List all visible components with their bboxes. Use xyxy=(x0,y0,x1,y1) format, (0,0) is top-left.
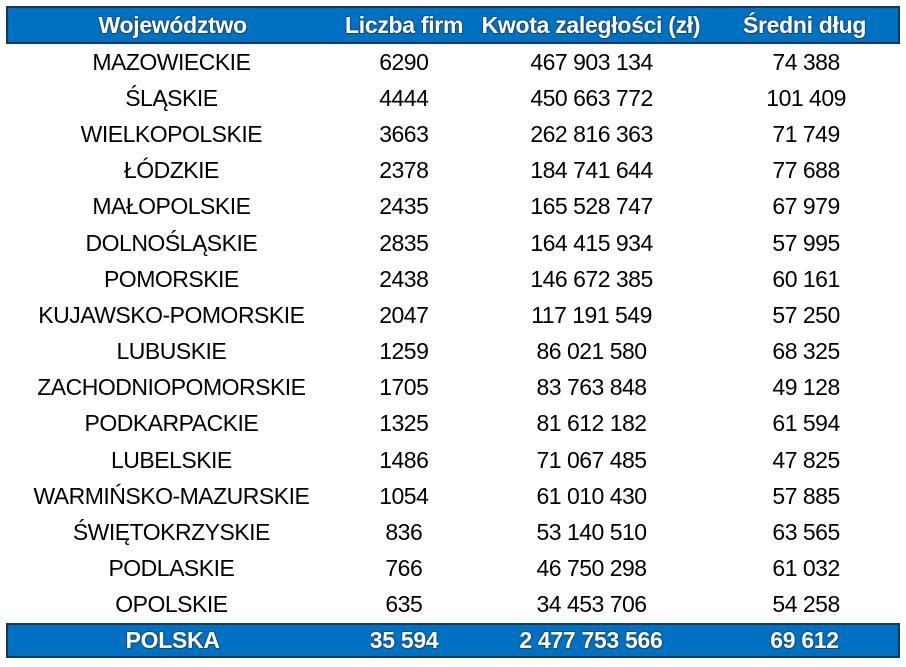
table-row: ŚLĄSKIE 4444 450 663 772 101 409 xyxy=(6,80,900,116)
cell-wojewodztwo: ŁÓDZKIE xyxy=(123,157,219,184)
cell-wojewodztwo: LUBELSKIE xyxy=(110,446,232,473)
cell-liczba-firm: 2438 xyxy=(379,265,429,292)
table-header-row: Województwo Liczba firm Kwota zaległości… xyxy=(6,6,900,44)
cell-liczba-firm: 1705 xyxy=(379,374,429,401)
cell-kwota-zaleglosci: 164 415 934 xyxy=(530,229,653,256)
cell-wojewodztwo: MAZOWIECKIE xyxy=(92,48,251,75)
total-label: POLSKA xyxy=(125,627,220,653)
cell-kwota-zaleglosci: 184 741 644 xyxy=(530,157,653,184)
cell-kwota-zaleglosci: 262 816 363 xyxy=(530,120,653,147)
cell-kwota-zaleglosci: 450 663 772 xyxy=(530,84,653,111)
total-kwota-zaleglosci: 2 477 753 566 xyxy=(519,627,663,653)
table-row: LUBELSKIE 1486 71 067 485 47 825 xyxy=(6,442,900,478)
cell-kwota-zaleglosci: 46 750 298 xyxy=(536,555,647,582)
table-row: ZACHODNIOPOMORSKIE 1705 83 763 848 49 12… xyxy=(6,370,900,406)
table-row: POMORSKIE 2438 146 672 385 60 161 xyxy=(6,261,900,297)
cell-sredni-dlug: 47 825 xyxy=(772,446,840,473)
cell-wojewodztwo: PODKARPACKIE xyxy=(84,410,259,437)
table-row: PODKARPACKIE 1325 81 612 182 61 594 xyxy=(6,406,900,442)
cell-liczba-firm: 4444 xyxy=(379,84,429,111)
cell-liczba-firm: 1325 xyxy=(379,410,429,437)
cell-wojewodztwo: ŚLĄSKIE xyxy=(125,84,218,111)
table-row: MAŁOPOLSKIE 2435 165 528 747 67 979 xyxy=(6,189,900,225)
cell-kwota-zaleglosci: 71 067 485 xyxy=(536,446,647,473)
cell-sredni-dlug: 57 995 xyxy=(772,229,840,256)
table-row: PODLASKIE 766 46 750 298 61 032 xyxy=(6,551,900,587)
cell-kwota-zaleglosci: 467 903 134 xyxy=(530,48,653,75)
cell-kwota-zaleglosci: 117 191 549 xyxy=(531,301,652,328)
cell-sredni-dlug: 61 032 xyxy=(772,555,840,582)
cell-liczba-firm: 836 xyxy=(385,519,423,546)
cell-wojewodztwo: ZACHODNIOPOMORSKIE xyxy=(37,374,306,401)
cell-wojewodztwo: PODLASKIE xyxy=(108,555,235,582)
total-sredni-dlug: 69 612 xyxy=(770,627,839,653)
cell-sredni-dlug: 77 688 xyxy=(772,157,840,184)
cell-wojewodztwo: ŚWIĘTOKRZYSKIE xyxy=(72,519,271,546)
cell-kwota-zaleglosci: 86 021 580 xyxy=(536,338,647,365)
table-row: OPOLSKIE 635 34 453 706 54 258 xyxy=(6,587,900,623)
cell-kwota-zaleglosci: 53 140 510 xyxy=(536,519,647,546)
cell-liczba-firm: 635 xyxy=(385,591,423,618)
cell-wojewodztwo: WARMIŃSKO-MAZURSKIE xyxy=(33,482,310,509)
cell-sredni-dlug: 57 250 xyxy=(772,301,840,328)
cell-liczba-firm: 2835 xyxy=(379,229,429,256)
cell-sredni-dlug: 54 258 xyxy=(772,591,840,618)
column-header-liczba-firm: Liczba firm xyxy=(344,11,464,38)
cell-liczba-firm: 1486 xyxy=(379,446,429,473)
cell-sredni-dlug: 49 128 xyxy=(772,374,840,401)
table-row: ŁÓDZKIE 2378 184 741 644 77 688 xyxy=(6,153,900,189)
cell-liczba-firm: 2435 xyxy=(379,193,429,220)
cell-liczba-firm: 1259 xyxy=(379,338,429,365)
voivodeship-debt-table: Województwo Liczba firm Kwota zaległości… xyxy=(6,6,900,658)
cell-sredni-dlug: 63 565 xyxy=(772,519,840,546)
cell-kwota-zaleglosci: 61 010 430 xyxy=(536,482,647,509)
table-row: KUJAWSKO-POMORSKIE 2047 117 191 549 57 2… xyxy=(6,297,900,333)
cell-liczba-firm: 6290 xyxy=(379,48,429,75)
cell-sredni-dlug: 68 325 xyxy=(772,338,840,365)
table-row: WARMIŃSKO-MAZURSKIE 1054 61 010 430 57 8… xyxy=(6,478,900,514)
table-row: LUBUSKIE 1259 86 021 580 68 325 xyxy=(6,334,900,370)
column-header-sredni-dlug: Średni dług xyxy=(742,11,867,38)
cell-wojewodztwo: DOLNOŚLĄSKIE xyxy=(85,229,258,256)
cell-liczba-firm: 2047 xyxy=(379,301,429,328)
table-row: DOLNOŚLĄSKIE 2835 164 415 934 57 995 xyxy=(6,225,900,261)
cell-kwota-zaleglosci: 81 612 182 xyxy=(536,410,647,437)
cell-kwota-zaleglosci: 146 672 385 xyxy=(530,265,653,292)
cell-sredni-dlug: 67 979 xyxy=(772,193,840,220)
cell-liczba-firm: 3663 xyxy=(379,120,429,147)
cell-liczba-firm: 1054 xyxy=(379,482,429,509)
cell-kwota-zaleglosci: 83 763 848 xyxy=(536,374,647,401)
total-liczba-firm: 35 594 xyxy=(369,627,439,653)
cell-wojewodztwo: LUBUSKIE xyxy=(116,338,227,365)
cell-kwota-zaleglosci: 165 528 747 xyxy=(530,193,653,220)
column-header-kwota-zaleglosci: Kwota zaległości (zł) xyxy=(481,11,701,38)
table-row: ŚWIĘTOKRZYSKIE 836 53 140 510 63 565 xyxy=(6,514,900,550)
table-row: MAZOWIECKIE 6290 467 903 134 74 388 xyxy=(6,44,900,80)
cell-sredni-dlug: 60 161 xyxy=(772,265,840,292)
cell-liczba-firm: 766 xyxy=(385,555,423,582)
cell-wojewodztwo: KUJAWSKO-POMORSKIE xyxy=(38,301,305,328)
table-body: MAZOWIECKIE 6290 467 903 134 74 388 ŚLĄS… xyxy=(6,44,900,623)
cell-sredni-dlug: 61 594 xyxy=(772,410,840,437)
table-total-row: POLSKA 35 594 2 477 753 566 69 612 xyxy=(6,623,900,658)
cell-sredni-dlug: 71 749 xyxy=(772,120,840,147)
cell-wojewodztwo: POMORSKIE xyxy=(103,265,239,292)
cell-wojewodztwo: MAŁOPOLSKIE xyxy=(92,193,251,220)
cell-sredni-dlug: 57 885 xyxy=(772,482,840,509)
cell-wojewodztwo: WIELKOPOLSKIE xyxy=(80,120,263,147)
table-row: WIELKOPOLSKIE 3663 262 816 363 71 749 xyxy=(6,116,900,152)
cell-sredni-dlug: 74 388 xyxy=(772,48,840,75)
cell-liczba-firm: 2378 xyxy=(379,157,429,184)
cell-kwota-zaleglosci: 34 453 706 xyxy=(536,591,647,618)
cell-sredni-dlug: 101 409 xyxy=(766,84,846,111)
cell-wojewodztwo: OPOLSKIE xyxy=(115,591,228,618)
column-header-wojewodztwo: Województwo xyxy=(98,11,247,38)
